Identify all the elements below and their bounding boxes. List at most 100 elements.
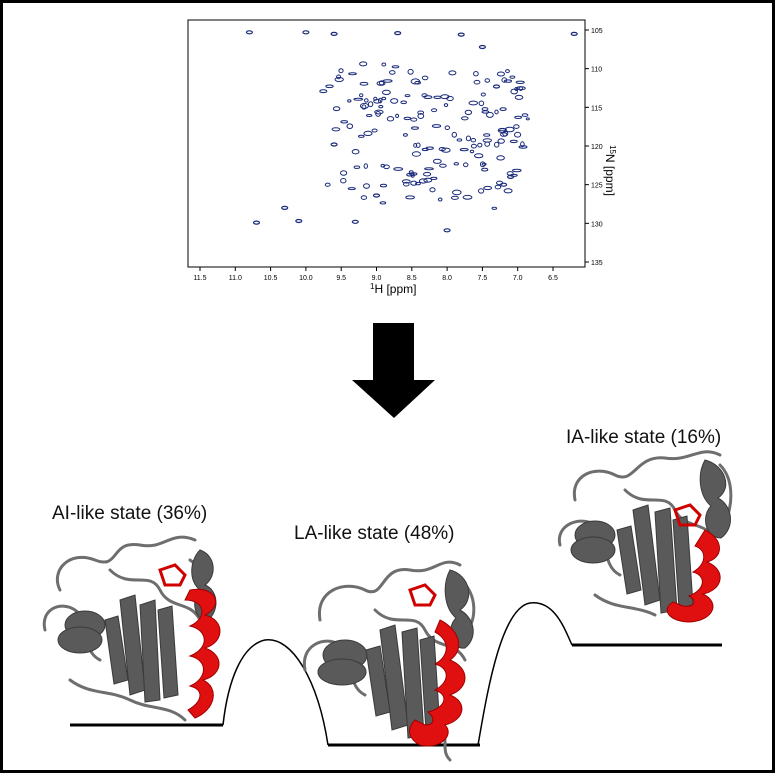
- x-axis-ticks: 11.5 11.0 10.5 10.0 9.5 9.0 8.5 8.0 7.5 7.0 6.5: [193, 267, 558, 282]
- nmr-peak: [461, 116, 469, 121]
- nmr-peak: [423, 95, 433, 99]
- nmr-peak: [421, 75, 429, 81]
- nmr-peak: [372, 193, 381, 198]
- nmr-peak: [374, 109, 384, 115]
- nmr-peak: [359, 61, 368, 67]
- nmr-peak: [423, 177, 433, 183]
- nmr-peak: [483, 133, 491, 137]
- nmr-peak: [473, 79, 481, 85]
- nmr-peak: [424, 167, 434, 171]
- nmr-peak: [373, 99, 382, 104]
- nmr-peak: [450, 195, 459, 200]
- nmr-peak: [389, 70, 396, 75]
- nmr-peak: [390, 98, 399, 104]
- down-arrow-icon: [352, 323, 435, 418]
- nmr-peak: [514, 115, 523, 120]
- nmr-peak: [514, 131, 522, 138]
- nmr-peak: [505, 69, 510, 74]
- nmr-peak: [473, 71, 479, 77]
- nmr-peak: [367, 101, 374, 108]
- nmr-peak: [348, 72, 357, 76]
- nmr-peak: [486, 111, 494, 118]
- nmr-peak: [478, 188, 485, 194]
- nmr-peak: [381, 96, 387, 101]
- nmr-peak: [409, 172, 418, 176]
- x-tick-label: 7.5: [478, 275, 488, 282]
- nmr-peak: [470, 143, 477, 149]
- nmr-peak: [325, 84, 334, 89]
- nmr-peak: [410, 180, 418, 186]
- nmr-peak: [491, 206, 498, 210]
- nmr-peak: [494, 109, 499, 115]
- protein-structure-ai: [42, 535, 221, 722]
- nmr-peak: [386, 116, 395, 122]
- nmr-peak: [414, 80, 422, 85]
- nmr-peak: [443, 103, 449, 108]
- nmr-peak: [391, 65, 400, 69]
- nmr-peak: [405, 195, 415, 200]
- nmr-peak: [441, 147, 451, 153]
- nmr-peak: [418, 178, 428, 184]
- nmr-peak: [332, 106, 341, 112]
- nmr-peak: [364, 98, 369, 103]
- nmr-peak: [400, 100, 408, 105]
- y-axis-label: 15N [ppm]: [603, 145, 618, 196]
- nmr-peak: [395, 113, 400, 119]
- nmr-peak: [361, 104, 367, 110]
- nmr-peak: [351, 219, 359, 224]
- nmr-peak: [378, 80, 385, 86]
- nmr-peak: [340, 120, 349, 124]
- nmr-peak: [497, 127, 507, 134]
- nmr-peak: [518, 145, 528, 149]
- nmr-peak: [481, 110, 490, 114]
- nmr-peak: [509, 75, 516, 79]
- nmr-peak: [459, 148, 469, 152]
- nmr-peak: [448, 70, 457, 76]
- nmr-peak: [439, 163, 447, 168]
- nmr-peak: [245, 30, 253, 35]
- nmr-peak: [499, 107, 507, 111]
- y-tick-label: 130: [591, 221, 603, 228]
- nmr-peak: [401, 179, 411, 184]
- nmr-peak: [413, 143, 418, 148]
- nmr-peak: [371, 128, 378, 133]
- nmr-peak: [431, 108, 438, 113]
- nmr-peak: [417, 113, 425, 119]
- nmr-peak: [477, 142, 483, 148]
- nmr-peak: [373, 96, 378, 101]
- nmr-peak: [483, 185, 493, 191]
- nmr-peak: [494, 141, 500, 148]
- nmr-peak: [358, 134, 365, 138]
- nmr-peak: [359, 81, 369, 86]
- x-tick-label: 8.5: [407, 275, 417, 282]
- x-tick-label: 9.5: [336, 275, 346, 282]
- nmr-spectrum: 11.5 11.0 10.5 10.0 9.5 9.0 8.5 8.0 7.5 7.0 6.5 10…: [187, 19, 618, 296]
- nmr-peak: [340, 178, 347, 184]
- nmr-peak: [464, 109, 473, 116]
- nmr-peak: [383, 164, 390, 170]
- nmr-peak: [470, 138, 477, 143]
- spectrum-peaks: [245, 30, 578, 233]
- nmr-peak: [478, 44, 486, 50]
- nmr-peak: [451, 131, 457, 138]
- nmr-peak: [347, 99, 352, 103]
- nmr-peak: [429, 187, 436, 193]
- nmr-peak: [512, 168, 522, 173]
- nmr-peak: [336, 74, 342, 80]
- y-tick-label: 135: [591, 260, 603, 267]
- nmr-peak: [417, 110, 425, 115]
- nmr-peak: [363, 163, 368, 169]
- nmr-peak: [446, 95, 454, 102]
- nmr-peak: [425, 146, 434, 150]
- nmr-peak: [363, 183, 370, 189]
- nmr-peak: [496, 155, 505, 161]
- nmr-peak: [465, 135, 471, 142]
- nmr-peak: [375, 111, 382, 117]
- nmr-peak: [481, 167, 489, 172]
- nmr-peak: [437, 197, 443, 202]
- nmr-peak: [340, 170, 348, 176]
- x-tick-label: 11.0: [229, 275, 242, 282]
- nmr-peak: [515, 80, 525, 85]
- nmr-peak: [492, 84, 501, 89]
